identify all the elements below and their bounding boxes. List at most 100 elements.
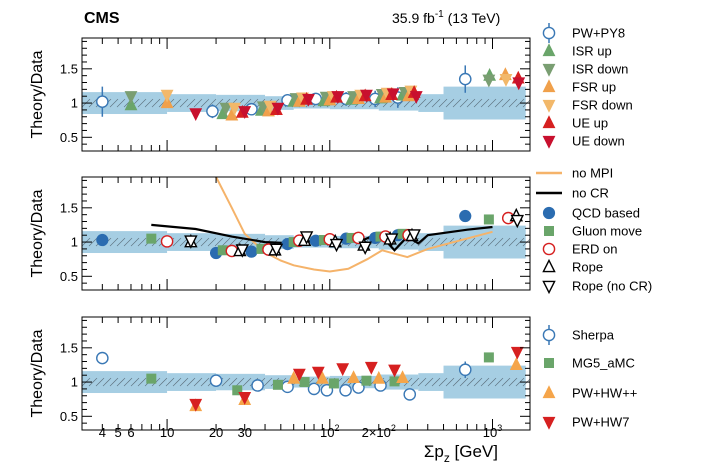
x-tick-label: 5 xyxy=(114,425,121,440)
band-hatch xyxy=(116,237,126,247)
legend-bottom: Sherpa MG5_aMC PW+HW++ PW+HW7 xyxy=(542,325,637,430)
legend-label: Rope xyxy=(572,260,603,275)
plot-frame xyxy=(81,316,531,431)
x-tick-exponent: 3 xyxy=(497,423,502,433)
data-point xyxy=(499,73,513,87)
band-hatch xyxy=(214,237,224,247)
y-tick-label: 0.5 xyxy=(60,130,78,145)
band-hatch xyxy=(221,237,231,247)
plot-frame xyxy=(81,37,531,152)
legend-label: ISR down xyxy=(572,62,628,77)
y-axis-label: Theory/Data xyxy=(29,50,46,138)
band-hatch xyxy=(452,377,462,387)
data-point xyxy=(232,385,243,396)
data-point xyxy=(407,229,421,243)
band-hatch xyxy=(88,377,98,387)
plot-area-bottom xyxy=(82,346,545,412)
legend-item: Sherpa xyxy=(542,325,615,345)
band-hatch xyxy=(529,106,530,108)
data-point xyxy=(146,373,157,384)
y-tick-label: 1.5 xyxy=(60,200,78,215)
plot-area-top xyxy=(82,65,530,122)
band-hatch xyxy=(438,98,448,108)
data-point xyxy=(292,368,306,382)
x-tick-label: 30 xyxy=(237,425,251,440)
band-hatch xyxy=(165,377,175,387)
data-point xyxy=(389,376,400,387)
data-point xyxy=(384,233,399,247)
legend-swatch-marker xyxy=(542,99,556,113)
data-point xyxy=(346,232,357,243)
band-hatch xyxy=(200,237,210,247)
data-point xyxy=(311,366,325,380)
legend-item: UE up xyxy=(542,115,608,131)
band-hatch xyxy=(424,237,434,247)
band-hatch xyxy=(537,378,545,386)
band-hatch xyxy=(172,377,182,387)
data-point xyxy=(364,361,378,375)
legend-label: ISR up xyxy=(572,44,612,59)
legend-swatch-marker xyxy=(544,226,554,236)
band-hatch xyxy=(179,377,189,387)
band-hatch xyxy=(340,377,350,387)
x-tick-label: 2×102 xyxy=(362,423,396,440)
plot-area-middle xyxy=(82,177,530,273)
data-point xyxy=(238,392,252,405)
legend-label: PW+PY8 xyxy=(572,26,625,41)
data-point xyxy=(331,91,345,104)
data-point xyxy=(403,388,417,401)
legend-swatch-marker xyxy=(542,206,556,220)
band-hatch xyxy=(109,377,119,387)
data-point xyxy=(217,245,228,256)
data-point xyxy=(256,243,267,254)
band-hatch xyxy=(501,377,511,387)
data-point xyxy=(510,346,524,360)
legend-swatch-marker xyxy=(544,358,554,368)
data-point xyxy=(245,245,258,258)
data-point xyxy=(238,106,252,119)
band-hatch xyxy=(452,98,462,108)
x-tick-label: 20 xyxy=(209,425,223,440)
uncertainty-band xyxy=(418,94,444,112)
y-tick-label: 1 xyxy=(71,96,78,111)
panels: 0.5 1 1.5 Theory/Data PW+PY8 ISR up ISR down FS… xyxy=(29,23,652,431)
data-point xyxy=(336,363,350,377)
legend-item: no CR xyxy=(536,186,609,201)
data-point xyxy=(361,375,372,386)
legend-swatch-marker xyxy=(542,26,556,40)
band-hatch xyxy=(88,237,98,247)
uncertainty-band xyxy=(82,92,168,115)
legend-label: no MPI xyxy=(572,166,613,181)
legend-item: UE down xyxy=(542,134,625,149)
x-tick-mantissa: 2×10 xyxy=(362,425,391,440)
legend-swatch-marker xyxy=(542,43,556,57)
x-axis-label-sub: z xyxy=(444,451,450,465)
legend-item: ISR down xyxy=(542,62,628,77)
data-point xyxy=(269,243,284,258)
uncertainty-band xyxy=(82,371,168,394)
uncertainty-band xyxy=(167,94,217,112)
band-hatch xyxy=(480,377,490,387)
band-hatch xyxy=(200,377,210,387)
band-hatch xyxy=(95,377,105,387)
band-hatch xyxy=(193,377,203,387)
band-hatch xyxy=(116,98,126,108)
y-tick-label: 1 xyxy=(71,375,78,390)
band-hatch xyxy=(144,98,154,108)
band-hatch xyxy=(431,377,441,387)
legend-swatch-marker xyxy=(542,416,556,430)
legend-swatch-marker xyxy=(542,79,556,93)
uncertainty-band xyxy=(167,373,217,391)
band-hatch xyxy=(501,237,511,247)
legend-item: Rope (no CR) xyxy=(542,279,652,295)
y-tick-label: 0.5 xyxy=(60,409,78,424)
legend-middle: no MPI no CR QCD based Gluon move ERD on Rope… xyxy=(536,166,652,295)
band-hatch xyxy=(508,98,518,108)
x-tick-label: 4 xyxy=(99,425,106,440)
band-hatch xyxy=(130,237,140,247)
legend-item: ERD on xyxy=(542,242,618,257)
band-hatch xyxy=(473,98,483,108)
legend-swatch-marker xyxy=(542,328,556,342)
band-hatch xyxy=(410,377,420,387)
legend-item: no MPI xyxy=(536,166,613,181)
